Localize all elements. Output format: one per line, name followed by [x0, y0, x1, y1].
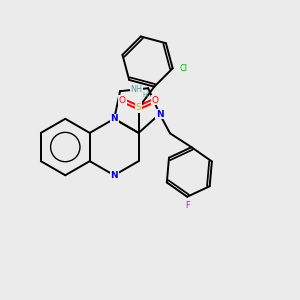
Text: NH: NH — [130, 85, 142, 94]
Text: N: N — [156, 110, 164, 118]
Text: H: H — [142, 92, 147, 98]
Text: O: O — [152, 96, 158, 105]
Text: O: O — [119, 96, 126, 105]
Text: Cl: Cl — [179, 64, 187, 73]
Text: N: N — [110, 114, 118, 123]
Text: S: S — [136, 103, 142, 112]
Text: N: N — [110, 171, 118, 180]
Text: F: F — [185, 200, 190, 209]
